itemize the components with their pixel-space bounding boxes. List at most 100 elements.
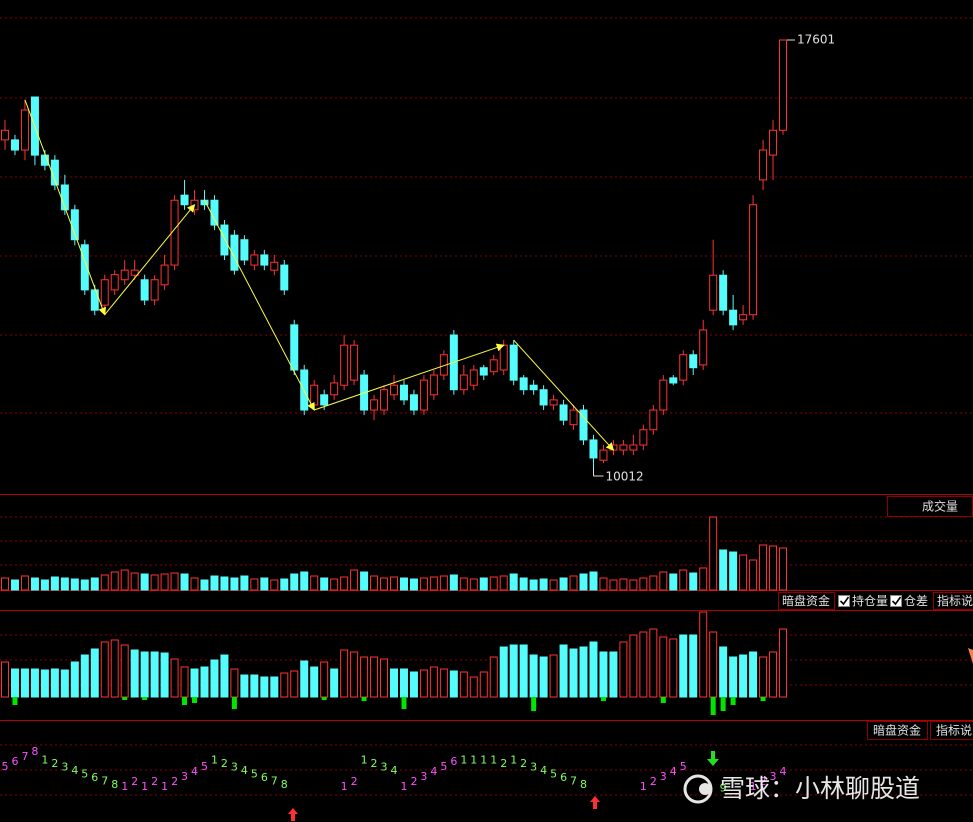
candle-body [390,384,398,396]
fund-bar [210,659,219,698]
count-label: 5 [201,760,208,773]
grid [0,17,973,796]
candle-body [509,344,518,381]
count-label: 3 [660,770,667,783]
fund-bar [429,666,438,698]
fund-bar [579,646,588,698]
candle-body [220,224,229,256]
low-label: 10012 [605,470,643,484]
option-label[interactable]: 仓差 [904,594,928,608]
count-label: 3 [231,761,238,774]
fund-bar [409,671,418,698]
candle-body [270,261,279,271]
volume-bar [250,578,259,591]
fund-bar [280,672,289,698]
volume-bar [390,576,398,591]
help-button[interactable]: 指标说 [936,723,972,738]
trend-line [104,203,196,316]
volume-bar [509,573,518,591]
fund-bar [10,668,19,698]
count-label: 1 [211,754,218,767]
candle-body [350,344,359,381]
fund-bar [779,628,787,698]
fund-bar-negative [730,697,736,705]
count-label: 3 [770,770,777,783]
panel-title[interactable]: 暗盘资金 [873,723,921,738]
fund-bar [300,660,309,698]
fund-bar-negative [600,697,606,701]
count-label: 2 [151,775,158,788]
count-label: 5 [440,760,447,773]
candle-body [649,409,658,431]
high-label: 17601 [797,33,835,47]
count-label: 1 [750,780,757,793]
fund-bar [489,656,498,698]
edge-marker [968,648,973,664]
count-label: 4 [391,764,398,777]
volume-bar [729,551,738,591]
count-label: 5 [81,768,88,781]
candle-body [729,309,738,326]
count-label: 7 [21,750,28,763]
option-label[interactable]: 持仓量 [852,593,888,608]
fund-bar [509,644,518,698]
fund-bar [459,671,468,698]
count-label: 1 [460,754,467,767]
volume-bar [439,575,448,591]
checkbox[interactable] [838,595,850,607]
candle-body [419,379,428,411]
volume-bar [290,573,299,591]
volume-bar [50,576,59,591]
volume-bar [190,577,199,591]
sequence-header: 暗盘资金 指标说 [867,721,973,740]
count-label: 2 [171,775,178,788]
volume-bar [310,575,319,591]
volume-bar [280,578,289,591]
volume-bar [719,549,728,591]
volume-bar [689,572,698,591]
candle-body [230,234,239,271]
count-label: 2 [131,775,138,788]
checkbox[interactable] [890,595,902,607]
fund-bar-negative [12,697,18,705]
fund-bar-negative [192,697,198,703]
count-label: 1 [490,754,497,767]
fund-bar [100,641,109,698]
candle-body [539,389,548,406]
volume-bar [399,577,408,591]
candle-body [599,449,608,461]
volume-bar [10,579,19,591]
candle-body [669,377,678,384]
fund-bar [469,676,478,698]
candle-body [1,129,9,141]
fund-bar [260,676,269,698]
volume-bar [70,578,79,591]
count-label: 1 [400,780,407,793]
candle-body [639,429,648,446]
candle-body [80,244,89,291]
fund-bar [739,654,748,698]
volume-bar [519,577,528,591]
candle-body [380,389,389,411]
fund-bar [130,649,139,698]
candle-body [719,274,728,311]
count-label: 1 [361,754,368,767]
volume-bar [360,571,369,591]
volume-bar [589,571,598,591]
help-button[interactable]: 指标说 [937,593,973,608]
fund-bar [310,666,319,698]
fund-bar [250,674,259,698]
volume-bar [679,569,688,591]
candle-body [699,329,708,366]
volume-bar [260,577,269,591]
candle-body [589,439,598,459]
volume-bar [200,579,209,591]
count-label: 6 [560,771,567,784]
panel-title[interactable]: 暗盘资金 [782,593,830,608]
volume-bar [380,577,389,591]
header-box [778,592,835,610]
count-label: 3 [181,770,188,783]
volume-bar [409,578,418,591]
candle-body [739,314,748,321]
